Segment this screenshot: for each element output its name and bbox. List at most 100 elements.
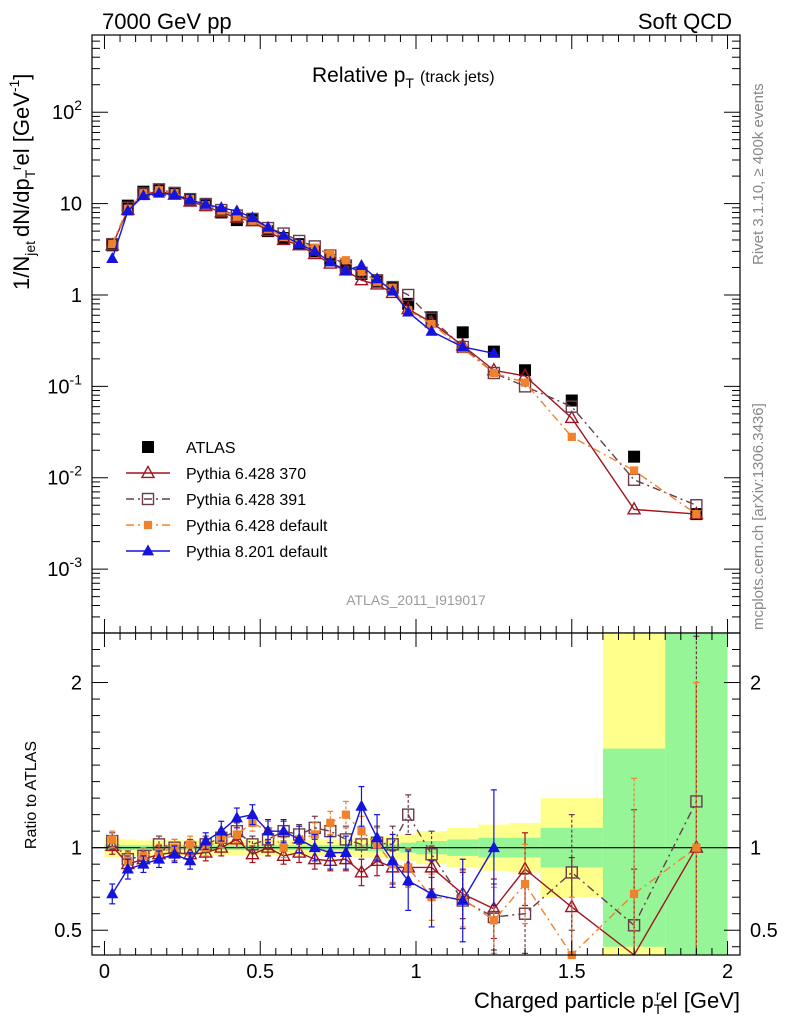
ratio-data-point <box>629 889 639 899</box>
y-axis-label-ratio: Ratio to ATLAS <box>23 741 40 849</box>
main-data-point <box>339 263 352 275</box>
ratio-data-point <box>276 847 291 862</box>
x-label-main: Charged particle p <box>474 988 654 1013</box>
ratio-data-point <box>246 838 259 851</box>
ratio-data-point <box>277 824 290 836</box>
main-data-point <box>215 201 228 213</box>
legend-label: ATLAS <box>186 440 236 457</box>
ratio-data-point <box>246 808 259 820</box>
main-data-point <box>106 252 119 264</box>
ratio-data-point <box>518 907 532 920</box>
ratio-data-point <box>307 851 322 865</box>
ratio-data-point <box>106 887 119 899</box>
main-data-point <box>386 284 399 296</box>
ratio-data-point <box>456 893 469 905</box>
ratio-data-point <box>354 864 369 878</box>
main-series-line <box>111 189 697 515</box>
ratio-plot-panel: 0 0.5 1 1.5 2 0.5 0.5 1 1 2 2 <box>54 632 778 983</box>
plot-title-main: Relative p <box>312 64 405 87</box>
y-label-sub-t: T <box>22 169 38 178</box>
legend-marker <box>142 441 154 453</box>
y-axis-label-main: 1/Njet dN/dpTrel [GeV-1] <box>6 74 38 290</box>
ratio-data-point <box>341 810 351 819</box>
main-data-point <box>456 340 469 352</box>
ratio-data-point <box>520 879 530 889</box>
analysis-label: ATLAS_2011_I919017 <box>346 592 486 608</box>
y-tick-label-ratio: 0.5 <box>54 920 82 942</box>
main-data-point <box>121 204 134 216</box>
legend-label: Pythia 6.428 default <box>186 518 328 535</box>
ratio-data-point <box>402 874 415 886</box>
main-data-point <box>692 509 701 519</box>
x-label-unit: el [GeV] <box>661 988 740 1013</box>
ratio-data-point <box>184 854 197 866</box>
ratio-data-point <box>355 799 368 811</box>
main-plot-panel: 10-3 10-2 10-1 1 10 102 <box>47 34 741 634</box>
ratio-data-point <box>291 844 307 858</box>
ratio-data-point <box>260 839 276 853</box>
main-data-point <box>246 211 259 223</box>
ratio-data-point <box>565 866 578 879</box>
ratio-data-point <box>152 852 166 864</box>
main-data-point <box>277 228 290 240</box>
main-data-point <box>137 189 150 201</box>
main-data-point <box>199 197 212 209</box>
header-right: Soft QCD <box>638 9 732 34</box>
ratio-data-point <box>230 811 243 823</box>
ratio-data-point <box>214 839 229 853</box>
ratio-data-point <box>215 824 228 836</box>
main-data-point <box>567 432 576 442</box>
main-data-point <box>354 272 369 286</box>
y-label-unit-sup: -1 <box>6 79 22 92</box>
y-tick-label-main: 10-3 <box>47 554 82 581</box>
ratio-data-point <box>386 854 399 866</box>
main-data-point <box>628 450 641 463</box>
main-data-point <box>308 244 321 256</box>
ratio-data-point <box>371 831 384 843</box>
x-tick-label: 0 <box>99 961 110 983</box>
mcplots-label: mcplots.cern.ch [arXiv:1306.3436] <box>750 403 767 630</box>
main-data-point <box>230 204 243 216</box>
main-data-point <box>261 220 275 232</box>
main-data-point <box>293 237 306 249</box>
rivet-label: Rivet 3.1.10, ≥ 400k events <box>750 83 767 265</box>
main-data-point <box>168 188 181 200</box>
legend-marker <box>141 544 155 556</box>
legend-marker <box>141 492 155 506</box>
main-data-point <box>371 272 384 284</box>
main-data-point <box>106 237 119 251</box>
y-label-sup-r: r <box>8 165 24 170</box>
main-data-point <box>232 212 241 221</box>
y-label-part-3: el [GeV <box>9 92 34 166</box>
main-data-point <box>355 258 368 270</box>
main-data-point <box>357 267 366 276</box>
x-label-sup: r <box>656 987 661 1003</box>
y-label-part-2: dN/dp <box>9 178 34 237</box>
main-data-point <box>565 400 578 413</box>
main-series-line <box>111 192 495 354</box>
main-data-point <box>564 410 580 424</box>
ratio-data-point <box>199 834 212 846</box>
ratio-data-point <box>186 840 195 849</box>
main-data-point <box>108 240 117 249</box>
y-tick-label-main: 10-2 <box>47 463 82 490</box>
main-data-point <box>520 378 530 387</box>
ratio-data-point <box>293 832 306 844</box>
y-tick-label-ratio-right: 1 <box>750 838 761 860</box>
main-data-point <box>489 368 499 378</box>
ratio-data-point <box>690 795 703 808</box>
ratio-data-point <box>121 862 134 874</box>
main-data-point <box>427 319 436 329</box>
y-label-close: ] <box>9 74 34 80</box>
y-label-part-1: 1/N <box>9 256 34 290</box>
ratio-data-point <box>279 843 288 852</box>
legend: ATLAS Pythia 6.428 370 Pythia 6.428 391 Pyt… <box>126 440 328 561</box>
ratio-data-point <box>308 841 321 853</box>
main-series-layer <box>105 183 704 521</box>
main-data-point <box>627 473 641 486</box>
header-left: 7000 GeV pp <box>102 9 232 34</box>
ratio-data-point <box>487 841 500 853</box>
ratio-data-point <box>168 847 181 859</box>
x-tick-label: 1 <box>410 961 421 983</box>
